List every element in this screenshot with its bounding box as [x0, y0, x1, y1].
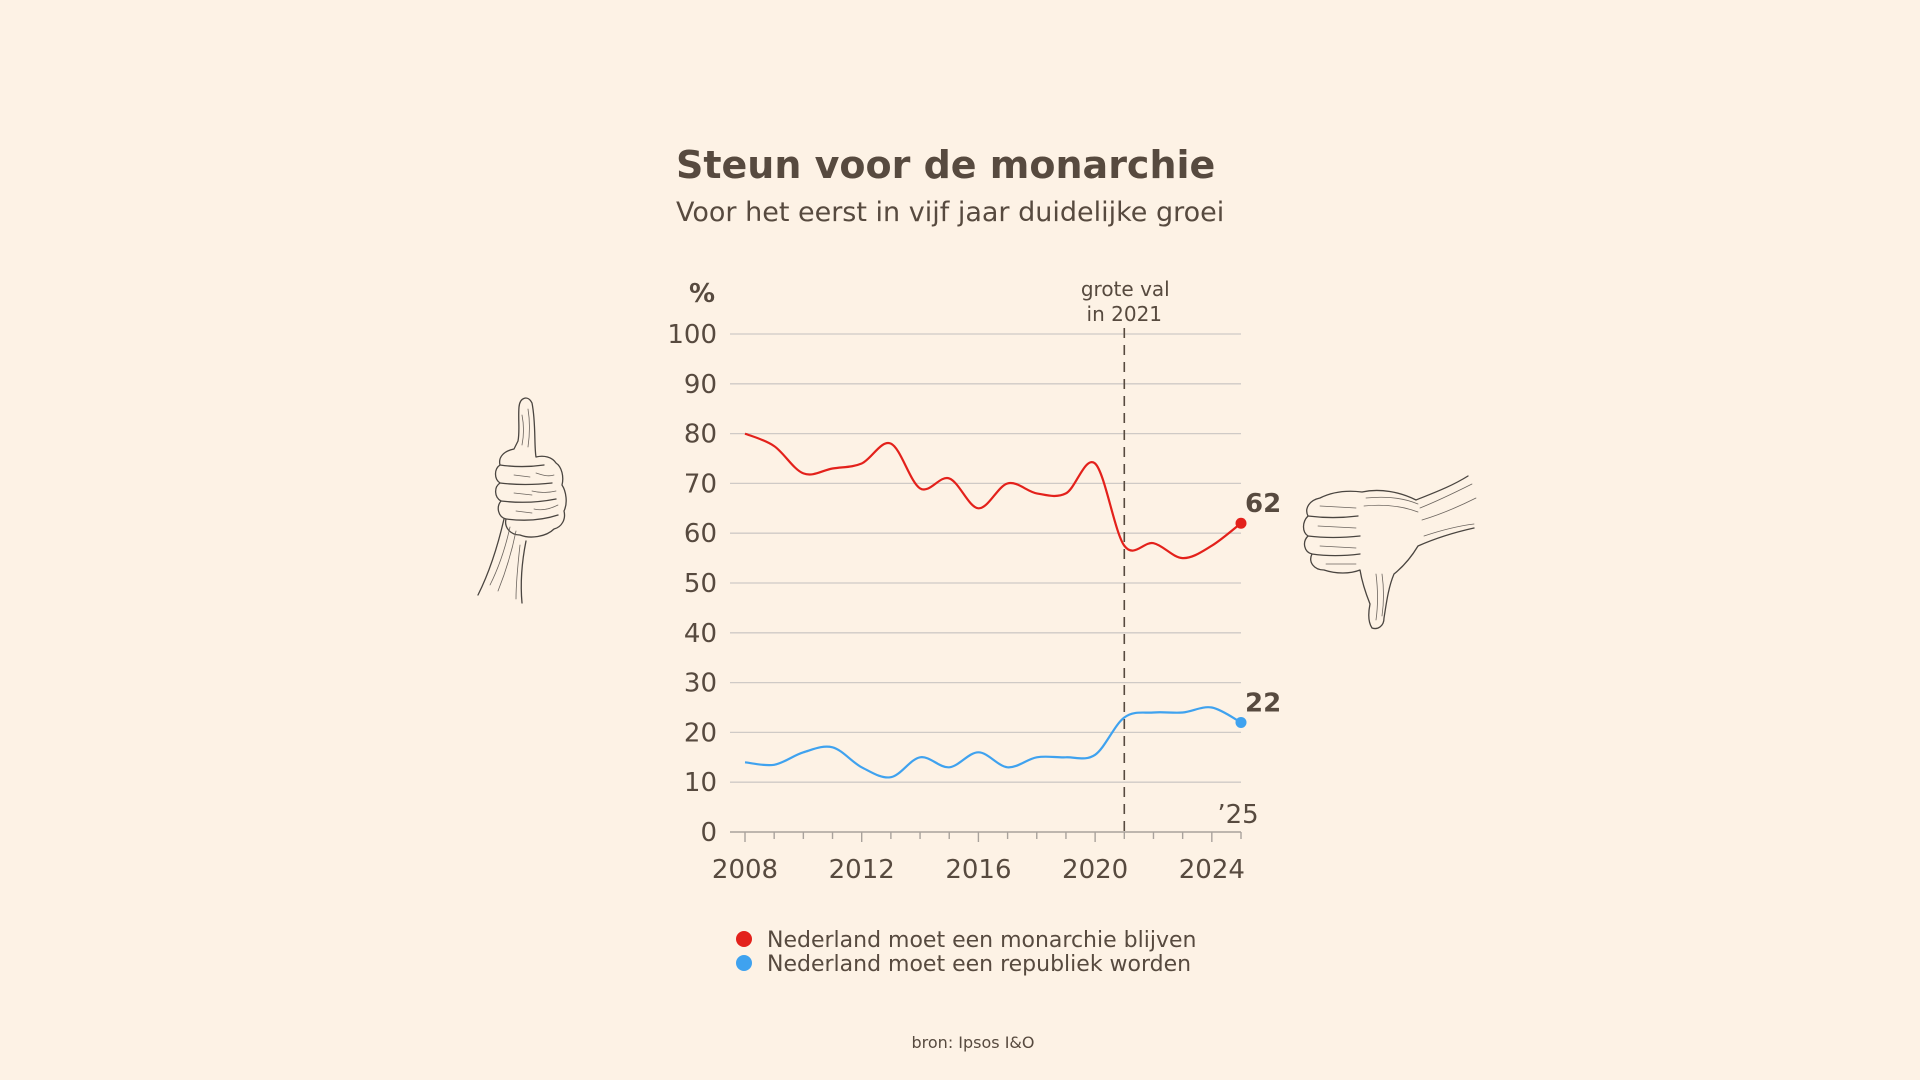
series: 62 22 [744, 432, 1281, 779]
series-line-monarchie [744, 432, 1242, 560]
series-endpoint-monarchie [1235, 517, 1247, 529]
y-tick-label: 10 [684, 768, 717, 798]
y-tick-label: 40 [684, 619, 717, 649]
legend-marker-republiek [736, 955, 752, 971]
source-note: bron: Ipsos I&O [912, 1033, 1035, 1052]
annotation-text-line2: in 2021 [1087, 302, 1163, 326]
legend: Nederland moet een monarchie blijven Ned… [736, 928, 1196, 977]
legend-label-monarchie: Nederland moet een monarchie blijven [767, 928, 1196, 953]
chart-title: Steun voor de monarchie [676, 143, 1215, 187]
y-tick-label: 80 [684, 420, 717, 450]
y-tick-label: 30 [684, 669, 717, 699]
legend-label-republiek: Nederland moet een republiek worden [767, 952, 1191, 977]
x-tick-label: 2008 [712, 855, 778, 885]
x-axis-end-label: ’25 [1217, 800, 1258, 830]
x-axis: 2008 2012 2016 2020 2024 [712, 831, 1245, 885]
thumbs-up-icon [477, 397, 567, 604]
y-tick-label: 60 [684, 519, 717, 549]
end-value-label-monarchie: 62 [1245, 489, 1281, 519]
series-endpoint-republiek [1235, 716, 1247, 728]
x-tick-label: 2012 [829, 855, 895, 885]
thumbs-down-icon [1302, 475, 1477, 630]
gridlines [730, 333, 1241, 783]
annotation-text-line1: grote val [1081, 277, 1170, 301]
y-tick-label: 0 [700, 818, 717, 848]
y-tick-label: 100 [667, 320, 717, 350]
y-axis-unit-label: % [689, 279, 715, 309]
legend-marker-monarchie [736, 931, 752, 947]
end-value-label-republiek: 22 [1245, 688, 1281, 718]
series-line-republiek [744, 706, 1242, 779]
y-tick-label: 50 [684, 569, 717, 599]
y-tick-label: 20 [684, 718, 717, 748]
y-tick-label: 70 [684, 469, 717, 499]
chart-subtitle: Voor het eerst in vijf jaar duidelijke g… [676, 197, 1224, 228]
x-tick-label: 2016 [945, 855, 1011, 885]
x-tick-label: 2020 [1062, 855, 1128, 885]
x-tick-label: 2024 [1179, 855, 1245, 885]
annotation-2021: grote val in 2021 [1081, 277, 1170, 832]
y-tick-label: 90 [684, 370, 717, 400]
y-axis: 0 10 20 30 40 50 60 70 80 90 100 [667, 320, 717, 848]
